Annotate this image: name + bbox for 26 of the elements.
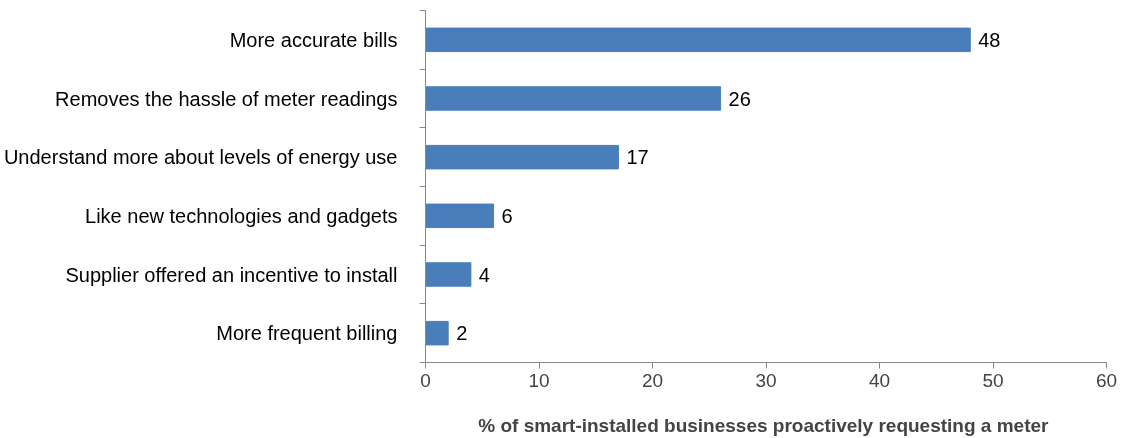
data-label: 26	[728, 87, 751, 110]
bar	[425, 262, 472, 287]
data-label: 17	[626, 146, 649, 169]
y-tick-label: Removes the hassle of meter readings	[55, 87, 398, 110]
data-label: 4	[478, 263, 490, 286]
x-tick-label: 20	[641, 369, 664, 391]
data-label: 2	[456, 322, 468, 345]
bar	[425, 144, 619, 170]
bar	[425, 86, 722, 111]
bar	[425, 320, 449, 346]
data-label: 6	[501, 204, 513, 227]
x-tick-label: 50	[982, 369, 1004, 391]
bar	[425, 203, 495, 229]
y-tick-label: More accurate bills	[229, 28, 398, 51]
bar	[425, 27, 971, 53]
y-tick-label: Supplier offered an incentive to install	[65, 263, 398, 286]
y-tick-label: More frequent billing	[216, 322, 398, 345]
x-tick-label: 0	[420, 369, 431, 391]
x-tick-label: 10	[528, 369, 550, 391]
data-label: 48	[978, 28, 1001, 51]
y-tick-label: Like new technologies and gadgets	[85, 204, 398, 227]
x-tick-label: 40	[868, 369, 891, 391]
x-tick-label: 30	[755, 369, 777, 391]
y-tick-label: Understand more about levels of energy use	[3, 146, 398, 169]
x-axis-title: % of smart-installed businesses proactively requesting a meter	[478, 414, 1050, 436]
x-tick-label: 60	[1095, 369, 1118, 391]
